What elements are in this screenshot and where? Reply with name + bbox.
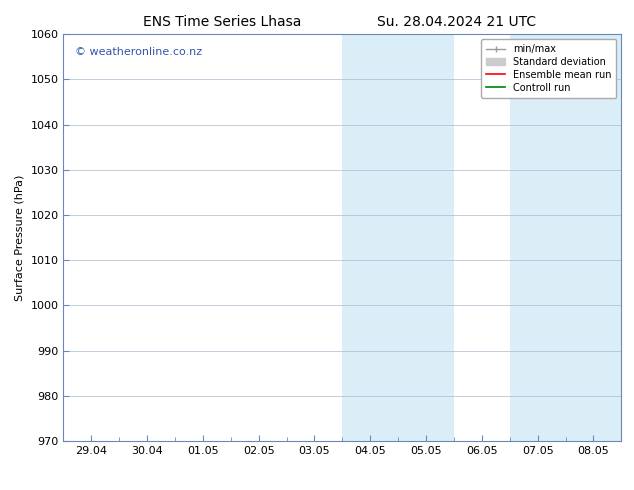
Bar: [398, 34, 454, 441]
Text: ENS Time Series Lhasa: ENS Time Series Lhasa: [143, 15, 301, 29]
Legend: min/max, Standard deviation, Ensemble mean run, Controll run: min/max, Standard deviation, Ensemble me…: [481, 39, 616, 98]
Bar: [566, 34, 621, 441]
Text: Su. 28.04.2024 21 UTC: Su. 28.04.2024 21 UTC: [377, 15, 536, 29]
Text: © weatheronline.co.nz: © weatheronline.co.nz: [75, 47, 202, 56]
Y-axis label: Surface Pressure (hPa): Surface Pressure (hPa): [15, 174, 25, 301]
Bar: [342, 34, 398, 441]
Bar: [510, 34, 566, 441]
